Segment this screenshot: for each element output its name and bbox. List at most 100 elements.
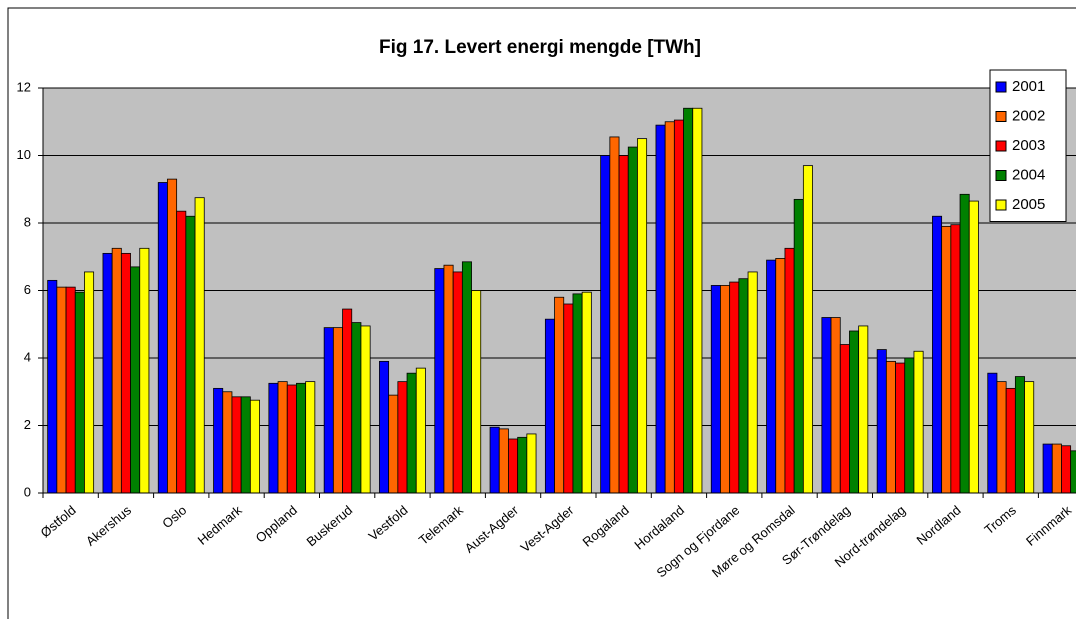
bar	[627, 146, 638, 494]
legend-label: 2001	[1012, 78, 1045, 95]
legend-label: 2005	[1012, 196, 1045, 213]
bar	[692, 107, 703, 494]
bar	[240, 396, 251, 494]
bar	[222, 391, 233, 494]
bar	[554, 296, 565, 494]
bar	[351, 322, 362, 494]
bar	[213, 387, 224, 494]
bar	[821, 317, 832, 494]
bar	[959, 193, 970, 494]
bar	[729, 281, 740, 494]
bar	[673, 119, 684, 494]
bar	[406, 372, 417, 494]
y-tick-label: 4	[24, 349, 31, 364]
bar	[167, 178, 178, 494]
y-tick-label: 12	[17, 79, 31, 94]
bar	[563, 303, 574, 494]
bar	[1070, 450, 1076, 494]
bar	[498, 428, 509, 494]
bar	[1005, 387, 1016, 494]
y-tick-label: 0	[24, 484, 31, 499]
bar	[111, 247, 122, 494]
bar	[830, 317, 841, 494]
bar	[581, 291, 592, 494]
bar	[360, 325, 371, 494]
bar	[286, 384, 297, 494]
bar	[194, 197, 205, 494]
bar	[802, 165, 813, 494]
bar	[1042, 443, 1053, 494]
bar	[572, 293, 583, 494]
bar	[526, 433, 537, 494]
bar	[157, 182, 168, 494]
bar	[618, 155, 629, 494]
bar	[664, 121, 675, 494]
bar	[876, 349, 887, 494]
bar	[849, 330, 860, 494]
bar	[766, 259, 777, 494]
bar	[176, 210, 187, 494]
bar	[296, 382, 307, 494]
bar	[120, 252, 131, 494]
bar	[434, 268, 445, 494]
bar	[102, 252, 113, 494]
bar	[858, 325, 869, 494]
bar	[1014, 376, 1025, 494]
bar	[56, 286, 67, 494]
bar	[65, 286, 76, 494]
bar	[415, 367, 426, 494]
bar	[683, 107, 694, 494]
bar	[1051, 443, 1062, 494]
legend-label: 2004	[1012, 166, 1045, 183]
bar	[637, 138, 648, 494]
bar	[775, 258, 786, 494]
bar	[305, 381, 316, 494]
y-tick-label: 10	[17, 147, 31, 162]
y-tick-label: 2	[24, 417, 31, 432]
bar	[600, 155, 611, 494]
bar	[968, 200, 979, 494]
bar	[655, 124, 666, 494]
bar	[738, 278, 749, 494]
bar	[1061, 445, 1072, 494]
bar	[895, 362, 906, 494]
legend-swatch	[995, 170, 1007, 181]
legend-label: 2002	[1012, 107, 1045, 124]
legend-swatch	[995, 81, 1007, 93]
bar	[950, 224, 961, 494]
bar	[987, 372, 998, 494]
bar	[885, 360, 896, 494]
bar	[452, 271, 463, 494]
bar	[793, 198, 804, 494]
bar	[461, 261, 472, 494]
bar	[904, 357, 915, 494]
y-tick-label: 8	[24, 214, 31, 229]
bar	[1024, 381, 1035, 494]
bar	[932, 215, 943, 494]
bar	[747, 271, 758, 494]
bar	[397, 381, 408, 494]
bar	[443, 264, 454, 494]
bar	[231, 396, 242, 494]
legend-label: 2003	[1012, 137, 1045, 154]
bar	[84, 271, 95, 494]
bar	[996, 381, 1007, 494]
bar	[710, 285, 721, 494]
bar	[277, 381, 288, 494]
bar	[913, 350, 924, 494]
bar	[249, 399, 260, 494]
bar	[508, 438, 519, 494]
bar	[139, 247, 150, 494]
bar	[517, 436, 528, 494]
bar	[332, 327, 343, 494]
bar	[784, 247, 795, 494]
bar	[471, 290, 482, 494]
bar	[130, 266, 141, 494]
chart-title: Fig 17. Levert energi mengde [TWh]	[379, 37, 701, 58]
bar	[74, 291, 85, 494]
bar	[323, 327, 334, 494]
legend-swatch	[995, 199, 1007, 211]
bar	[342, 308, 353, 494]
